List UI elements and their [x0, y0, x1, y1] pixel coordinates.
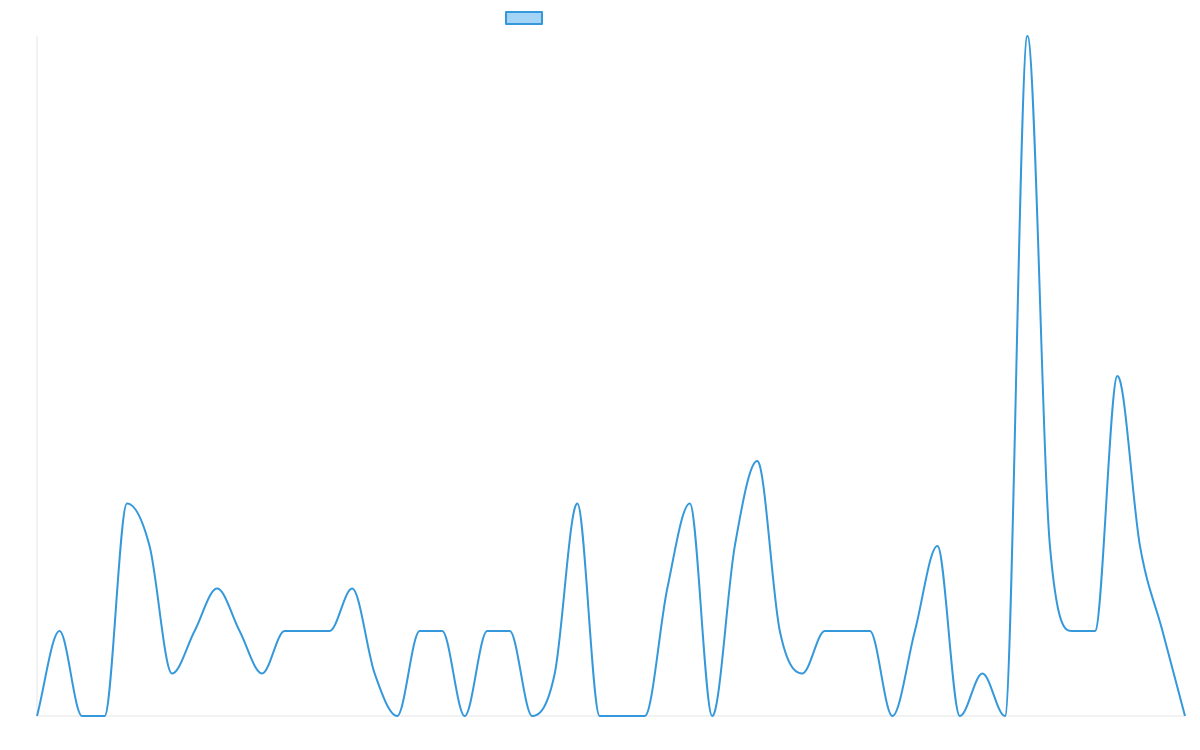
data-point-2[interactable] [79, 713, 85, 719]
data-point-20[interactable] [484, 628, 490, 634]
data-point-36[interactable] [844, 628, 850, 634]
data-point-19[interactable] [462, 713, 468, 719]
data-point-35[interactable] [822, 628, 828, 634]
series-line [36, 35, 1186, 717]
data-point-25[interactable] [597, 713, 603, 719]
data-point-30[interactable] [709, 713, 715, 719]
data-point-21[interactable] [507, 628, 513, 634]
data-point-46[interactable] [1069, 628, 1075, 634]
data-point-0[interactable] [34, 713, 40, 719]
data-point-31[interactable] [732, 543, 738, 549]
data-point-11[interactable] [282, 628, 288, 634]
data-point-34[interactable] [799, 671, 805, 677]
data-point-42[interactable] [979, 671, 985, 677]
data-point-33[interactable] [777, 628, 783, 634]
data-points [34, 33, 1188, 719]
data-point-28[interactable] [664, 586, 670, 592]
data-point-6[interactable] [169, 671, 175, 677]
data-point-39[interactable] [912, 628, 918, 634]
data-point-14[interactable] [349, 586, 355, 592]
data-point-49[interactable] [1137, 543, 1143, 549]
data-point-38[interactable] [889, 713, 895, 719]
data-point-12[interactable] [304, 628, 310, 634]
data-point-51[interactable] [1182, 713, 1188, 719]
data-point-48[interactable] [1114, 373, 1120, 379]
data-point-15[interactable] [372, 671, 378, 677]
data-point-10[interactable] [259, 671, 265, 677]
data-point-4[interactable] [124, 501, 130, 507]
legend [0, 9, 1200, 27]
data-point-41[interactable] [957, 713, 963, 719]
data-point-3[interactable] [102, 713, 108, 719]
data-point-17[interactable] [417, 628, 423, 634]
data-point-47[interactable] [1092, 628, 1098, 634]
data-point-7[interactable] [192, 628, 198, 634]
data-point-5[interactable] [147, 543, 153, 549]
data-point-8[interactable] [214, 586, 220, 592]
data-point-45[interactable] [1047, 543, 1053, 549]
data-point-29[interactable] [687, 501, 693, 507]
data-point-32[interactable] [754, 458, 760, 464]
data-point-37[interactable] [867, 628, 873, 634]
data-point-40[interactable] [934, 543, 940, 549]
data-point-24[interactable] [574, 501, 580, 507]
data-point-50[interactable] [1159, 628, 1165, 634]
data-point-18[interactable] [439, 628, 445, 634]
legend-swatch[interactable] [505, 11, 543, 25]
data-point-44[interactable] [1024, 33, 1030, 39]
data-point-16[interactable] [394, 713, 400, 719]
data-point-23[interactable] [552, 671, 558, 677]
data-point-22[interactable] [529, 713, 535, 719]
data-point-13[interactable] [327, 628, 333, 634]
data-point-9[interactable] [237, 628, 243, 634]
data-point-43[interactable] [1002, 713, 1008, 719]
data-point-27[interactable] [642, 713, 648, 719]
data-point-1[interactable] [57, 628, 63, 634]
data-point-26[interactable] [619, 713, 625, 719]
